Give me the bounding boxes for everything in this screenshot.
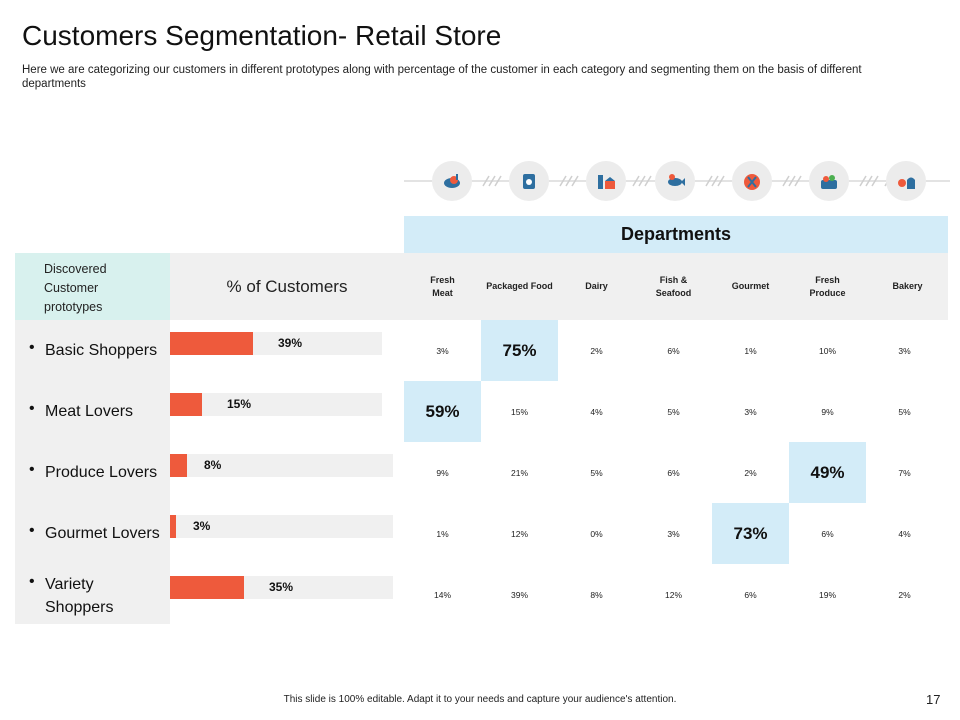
meat-icon [432,161,472,201]
table-cell: 3% [667,528,680,539]
department-header: Packaged Food [486,281,553,291]
percent-bar [170,515,176,538]
bullet-icon: • [29,339,35,356]
prototype-label: • Gourmet Lovers [29,522,169,545]
table-cell: 9% [821,406,834,417]
prototype-label: • Produce Lovers [29,461,169,484]
department-header: Fresh Produce [809,274,846,298]
prototypes-header: Discovered Customer prototypes [15,253,170,320]
table-cell: 1% [744,345,757,356]
table-cell: 6% [821,528,834,539]
table-cell: 15% [510,406,528,417]
prototype-label: • Variety Shoppers [29,573,169,619]
table-cell: 6% [744,589,757,600]
strip-divider [558,175,579,187]
fresh-produce-icon [809,161,849,201]
table-cell: 5% [590,467,603,478]
gourmet-icon [732,161,772,201]
table-cell: 14% [433,589,451,600]
percent-customers-header: % of Customers [170,253,404,320]
table-cell: 5% [667,406,680,417]
table-cell: 12% [664,589,682,600]
percent-label: 39% [278,336,303,350]
table-cell: 4% [590,406,603,417]
strip-divider [481,175,502,187]
strip-divider [858,175,879,187]
table-cell: 6% [667,345,680,356]
percent-bar-track: 39% [170,332,382,355]
table-cell: 3% [744,406,757,417]
department-icon-strip [404,158,950,204]
table-cell: 0% [590,528,603,539]
highlight-cell: 75% [481,320,558,381]
table-cell: 6% [667,467,680,478]
percent-bar-track: 35% [170,576,393,599]
percent-bar-track: 15% [170,393,382,416]
departments-banner: Departments [404,216,948,253]
bullet-icon: • [29,573,35,590]
department-header: Dairy [585,281,608,291]
table-cell: 39% [510,589,528,600]
highlight-cell: 59% [404,381,481,442]
percent-bar [170,393,202,416]
bullet-icon: • [29,522,35,539]
prototypes-column: • Basic Shoppers • Meat Lovers • Produce Love… [15,320,170,624]
bullet-icon: • [29,461,35,478]
prototype-label: • Basic Shoppers [29,339,169,362]
page-number: 17 [926,692,941,707]
dairy-icon [586,161,626,201]
percent-bar-track: 8% [170,454,393,477]
strip-divider [704,175,725,187]
highlight-cell: 49% [789,442,866,503]
table-cell: 4% [898,528,911,539]
departments-header-row: Fresh Meat Packaged Food Dairy Fish & Seafood… [404,253,948,320]
department-header: Fresh Meat [430,274,455,298]
department-header: Gourmet [731,281,770,291]
percent-bar [170,576,244,599]
table-cell: 2% [898,589,911,600]
department-header: Fish & Seafood [655,274,692,298]
highlight-cell: 73% [712,503,789,564]
strip-divider [631,175,652,187]
page-title: Customers Segmentation- Retail Store [22,20,502,51]
table-cell: 5% [898,406,911,417]
footer-note: This slide is 100% editable. Adapt it to… [283,694,677,705]
table-cell: 19% [818,589,836,600]
page-subtitle: Here we are categorizing our customers i… [22,64,862,90]
table-cell: 1% [436,528,449,539]
table-cell: 2% [744,467,757,478]
prototype-label: • Meat Lovers [29,400,169,423]
table-cell: 10% [818,345,836,356]
strip-divider [781,175,802,187]
table-cell: 2% [590,345,603,356]
table-cell: 21% [510,467,528,478]
percent-bar [170,454,187,477]
percent-label: 8% [204,458,222,472]
bullet-icon: • [29,400,35,417]
packaged-food-icon [509,161,549,201]
bakery-icon [886,161,926,201]
table-cell: 7% [898,467,911,478]
table-cell: 3% [436,345,449,356]
table-cell: 12% [510,528,528,539]
fish-seafood-icon [655,161,695,201]
percent-label: 15% [227,397,252,411]
table-cell: 8% [590,589,603,600]
percent-label: 3% [193,519,211,533]
department-header: Bakery [892,281,923,291]
percent-bar [170,332,253,355]
percent-bar-track: 3% [170,515,393,538]
table-cell: 3% [898,345,911,356]
table-cell: 9% [436,467,449,478]
percent-label: 35% [269,580,294,594]
